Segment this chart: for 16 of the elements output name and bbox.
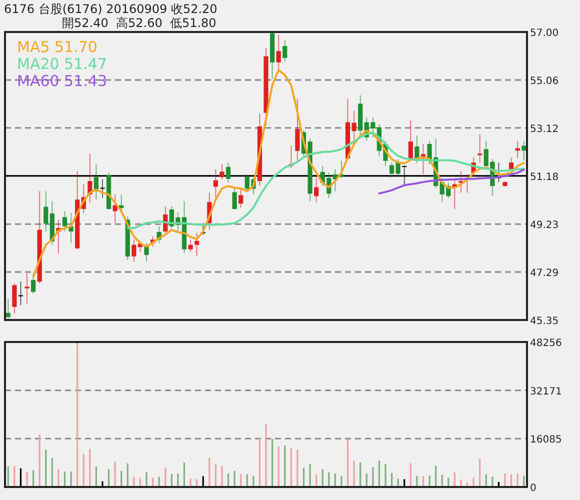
y-tick-label: 51.18 <box>530 172 559 183</box>
y-tick-label: 0 <box>530 483 536 494</box>
y-tick-label: 55.06 <box>530 76 559 87</box>
y-tick-label: 49.23 <box>530 220 559 232</box>
text: MA5 51.70 <box>17 38 98 56</box>
line-series <box>378 168 525 194</box>
chart-subtitle: 開52.40 高52.60 低51.80 <box>62 16 216 30</box>
y-tick-label: 57.00 <box>530 28 559 39</box>
y-tick-label: 16085 <box>530 434 562 446</box>
y-tick-label: 32171 <box>530 386 562 398</box>
text: MA20 51.47 <box>17 55 107 73</box>
y-tick-label: 48256 <box>530 338 562 349</box>
y-tick-label: 53.12 <box>530 124 559 135</box>
y-tick-label: 47.29 <box>530 268 559 280</box>
y-tick-label: 45.35 <box>530 316 559 327</box>
chart-title: 6176 台股(6176) 20160909 收52.20 <box>4 2 218 16</box>
